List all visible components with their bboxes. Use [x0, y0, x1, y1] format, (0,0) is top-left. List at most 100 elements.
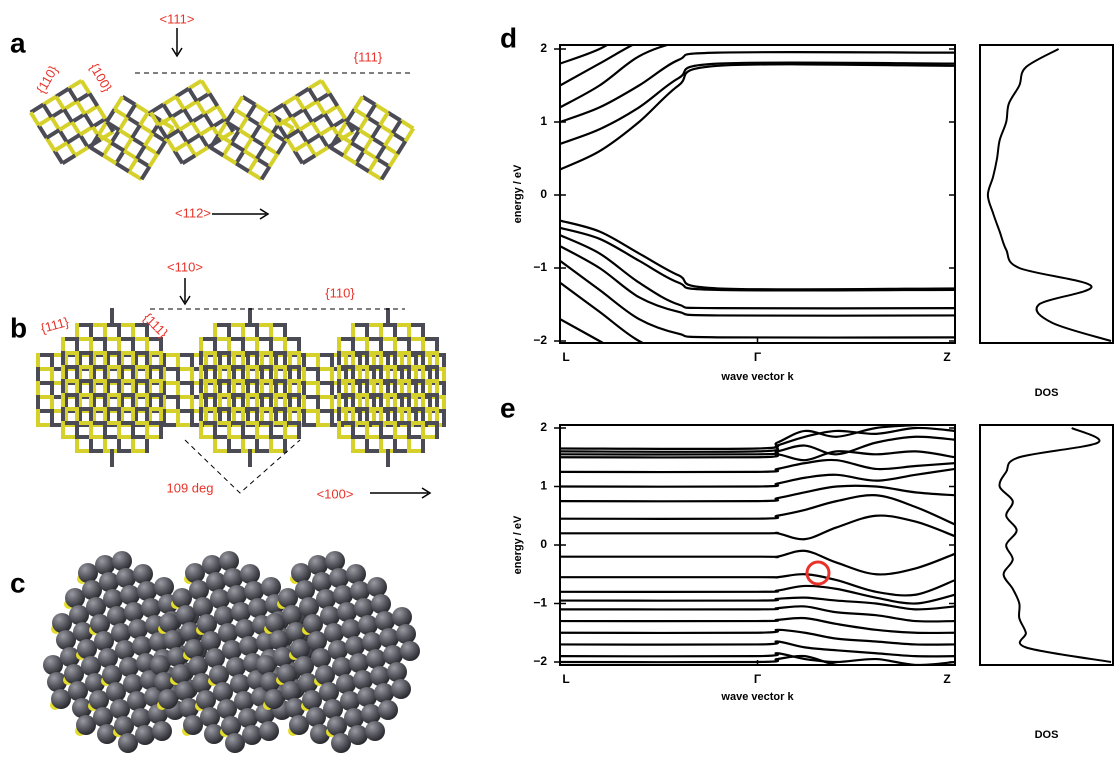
- atom: [128, 619, 148, 639]
- atom: [370, 666, 390, 686]
- atom: [277, 664, 297, 684]
- bond: [39, 117, 52, 125]
- bond: [55, 143, 68, 151]
- atom: [392, 607, 412, 627]
- atom: [256, 655, 276, 675]
- atom: [118, 733, 138, 753]
- bond: [163, 105, 171, 118]
- bond: [127, 105, 135, 118]
- bond: [309, 81, 322, 89]
- atom: [306, 707, 326, 727]
- atom: [154, 577, 174, 597]
- bond: [265, 133, 273, 146]
- panel-label: d: [500, 22, 517, 53]
- atom: [259, 721, 279, 741]
- atom: [127, 691, 147, 711]
- bond: [255, 105, 268, 113]
- atom: [111, 623, 131, 643]
- atom: [367, 577, 387, 597]
- atom: [396, 624, 416, 644]
- bond: [195, 147, 208, 155]
- atom: [90, 614, 110, 634]
- bond: [163, 97, 176, 105]
- atom: [217, 699, 237, 719]
- bond: [145, 146, 158, 154]
- atom: [344, 708, 364, 728]
- atom: [242, 725, 262, 745]
- bond: [72, 114, 85, 122]
- x-axis-label: wave vector k: [720, 691, 794, 703]
- bond: [192, 114, 205, 122]
- bond: [405, 128, 413, 141]
- bond: [64, 101, 77, 109]
- atom: [307, 631, 327, 651]
- atom: [110, 699, 130, 719]
- bond: [124, 151, 137, 159]
- atom: [115, 640, 135, 660]
- bond: [343, 143, 351, 156]
- bond: [91, 148, 104, 156]
- atom: [193, 597, 213, 617]
- atom: [333, 585, 353, 605]
- bond: [47, 138, 55, 151]
- bond: [247, 117, 260, 125]
- panel-label: a: [10, 27, 26, 58]
- annotation: {100}: [87, 61, 116, 95]
- panel-label: b: [10, 312, 27, 343]
- bond: [85, 114, 93, 127]
- y-tick-label: 1: [540, 114, 547, 128]
- annotation: {110}: [33, 62, 61, 96]
- bond: [252, 125, 260, 138]
- atom: [362, 632, 382, 652]
- atom: [223, 568, 243, 588]
- atom: [132, 636, 152, 656]
- atom: [400, 641, 420, 661]
- band-line: [560, 422, 955, 449]
- bond: [377, 146, 385, 159]
- bond: [56, 89, 69, 97]
- lattice-block: [271, 81, 354, 164]
- bond: [369, 171, 382, 179]
- atom: [205, 648, 225, 668]
- dos-frame: [980, 45, 1113, 343]
- plot-frame: [560, 45, 955, 343]
- atom: [135, 725, 155, 745]
- atom: [234, 691, 254, 711]
- atom: [188, 656, 208, 676]
- y-axis-label: energy / eV: [512, 515, 524, 574]
- band-line: [560, 495, 955, 524]
- bands: [560, 19, 955, 370]
- band-line: [560, 460, 955, 472]
- bond: [375, 105, 388, 113]
- annotation: <110>: [167, 259, 203, 274]
- atom: [244, 581, 264, 601]
- band-line: [560, 26, 955, 85]
- bond: [59, 130, 67, 143]
- plot-frame: [560, 425, 955, 665]
- bond: [317, 93, 330, 101]
- bond: [43, 97, 56, 105]
- atom: [65, 588, 85, 608]
- bond: [103, 143, 111, 156]
- bond: [176, 97, 184, 110]
- atom: [95, 555, 115, 575]
- bond: [107, 109, 115, 122]
- atom: [112, 551, 132, 571]
- atom: [89, 690, 109, 710]
- bond: [77, 101, 85, 114]
- atom: [209, 665, 229, 685]
- atom: [365, 721, 385, 741]
- y-tick-label: −1: [533, 260, 547, 274]
- bond: [167, 138, 175, 151]
- atom: [107, 606, 127, 626]
- atom: [375, 611, 395, 631]
- bond: [393, 121, 401, 134]
- bond: [257, 159, 270, 167]
- y-tick-label: −2: [533, 333, 547, 347]
- bond: [393, 133, 406, 141]
- atom: [86, 597, 106, 617]
- annotation: {111}: [39, 314, 71, 336]
- bond: [331, 148, 344, 156]
- bond: [307, 135, 320, 143]
- atom: [124, 602, 144, 622]
